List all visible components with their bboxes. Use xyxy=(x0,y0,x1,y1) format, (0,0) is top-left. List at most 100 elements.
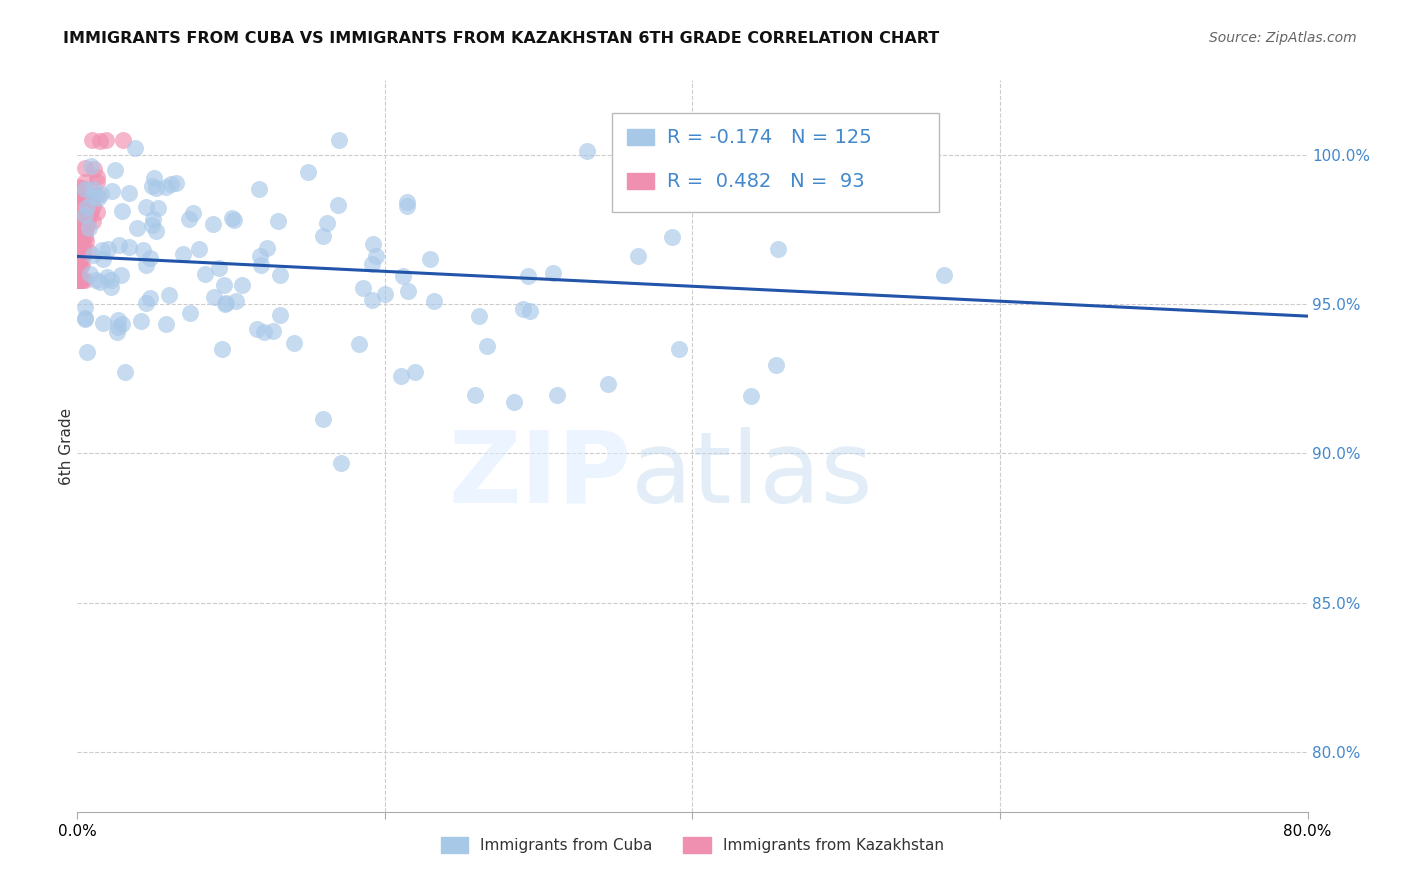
Point xyxy=(202,217,225,231)
Point xyxy=(67,256,90,270)
Point xyxy=(194,267,217,281)
Point xyxy=(67,244,90,259)
Point xyxy=(67,236,90,251)
Point xyxy=(423,293,446,308)
Point xyxy=(67,254,90,268)
Point xyxy=(69,231,91,245)
Point xyxy=(396,199,419,213)
Point xyxy=(76,200,98,214)
Point xyxy=(91,316,114,330)
Point xyxy=(269,268,291,282)
Point xyxy=(374,287,396,301)
Point xyxy=(70,216,93,230)
Point xyxy=(72,243,94,257)
Point xyxy=(118,186,141,201)
Point xyxy=(66,273,89,287)
Text: atlas: atlas xyxy=(631,426,873,524)
Point xyxy=(101,184,124,198)
Point xyxy=(129,314,152,328)
Point xyxy=(86,205,108,219)
Point xyxy=(249,182,271,196)
Point xyxy=(94,133,117,147)
Point xyxy=(127,221,149,235)
Point xyxy=(145,180,167,194)
Point xyxy=(70,244,93,258)
Point xyxy=(67,244,90,259)
Point xyxy=(83,162,105,177)
Point xyxy=(79,193,101,207)
Point xyxy=(112,133,135,147)
Point xyxy=(146,202,169,216)
Point xyxy=(86,175,108,189)
Point xyxy=(269,308,291,322)
Point xyxy=(73,215,96,229)
Point xyxy=(76,199,98,213)
Point xyxy=(512,301,534,316)
Point xyxy=(139,291,162,305)
Point xyxy=(124,140,146,154)
Point xyxy=(69,231,91,245)
Point xyxy=(79,204,101,219)
Point xyxy=(111,204,134,219)
Point xyxy=(70,273,93,287)
Point xyxy=(96,270,118,285)
Point xyxy=(67,250,90,264)
Point xyxy=(104,163,127,178)
Point xyxy=(546,388,568,402)
Text: R = -0.174   N = 125: R = -0.174 N = 125 xyxy=(666,128,872,147)
Point xyxy=(70,211,93,225)
FancyBboxPatch shape xyxy=(627,129,654,145)
Point xyxy=(69,273,91,287)
Point xyxy=(262,324,284,338)
Point xyxy=(253,325,276,339)
Point xyxy=(86,170,108,185)
Point xyxy=(107,237,129,252)
Point xyxy=(67,244,90,258)
Point xyxy=(396,285,419,299)
Point xyxy=(97,242,120,256)
Legend: Immigrants from Cuba, Immigrants from Kazakhstan: Immigrants from Cuba, Immigrants from Ka… xyxy=(434,830,950,859)
Point xyxy=(66,252,89,267)
Point xyxy=(740,389,762,403)
Point xyxy=(70,246,93,260)
FancyBboxPatch shape xyxy=(627,173,654,189)
Point xyxy=(73,208,96,222)
Point xyxy=(256,241,278,255)
Point xyxy=(221,211,243,225)
Point xyxy=(66,254,89,268)
Text: Source: ZipAtlas.com: Source: ZipAtlas.com xyxy=(1209,31,1357,45)
Point xyxy=(100,279,122,293)
Point xyxy=(79,267,101,281)
Point xyxy=(75,230,97,244)
Point xyxy=(84,273,107,287)
Point xyxy=(661,230,683,244)
Point xyxy=(139,252,162,266)
Point xyxy=(141,218,163,232)
Point xyxy=(312,412,335,426)
Point xyxy=(361,293,384,308)
Point xyxy=(76,234,98,248)
Point xyxy=(188,242,211,256)
Point xyxy=(107,312,129,326)
Point xyxy=(75,273,97,287)
Point xyxy=(72,196,94,211)
Point xyxy=(157,288,180,302)
Point xyxy=(135,201,157,215)
Point xyxy=(419,252,441,266)
Point xyxy=(69,214,91,228)
Point xyxy=(932,268,955,282)
Point xyxy=(328,133,350,147)
Point xyxy=(70,188,93,202)
Point xyxy=(70,257,93,271)
Point xyxy=(73,205,96,219)
Point xyxy=(477,339,499,353)
Point xyxy=(155,180,177,194)
Point xyxy=(73,182,96,196)
Point xyxy=(80,133,103,147)
Text: ZIP: ZIP xyxy=(449,426,631,524)
Point xyxy=(222,212,245,227)
Point xyxy=(202,290,225,304)
Point xyxy=(66,241,89,255)
Point xyxy=(177,211,200,226)
Point xyxy=(70,259,93,273)
